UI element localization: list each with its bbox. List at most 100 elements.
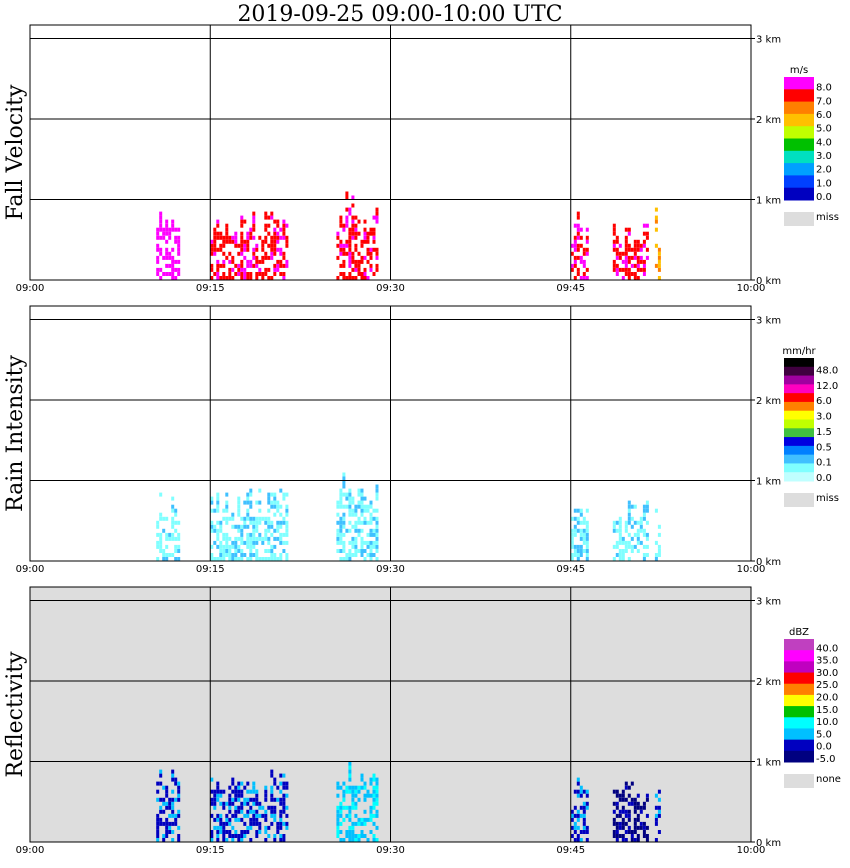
echo-pixel — [342, 781, 346, 786]
echo-pixel — [345, 215, 349, 220]
echo-pixel — [222, 239, 226, 244]
echo-pixel — [222, 235, 226, 240]
echo-pixel — [618, 516, 622, 521]
echo-pixel — [624, 235, 628, 240]
echo-pixel — [582, 247, 586, 252]
echo-pixel — [267, 267, 271, 272]
echo-pixel — [357, 500, 361, 505]
echo-pixel — [240, 536, 244, 541]
echo-pixel — [171, 219, 175, 224]
echo-pixel — [357, 516, 361, 521]
echo-pixel — [255, 809, 259, 814]
echo-pixel — [285, 504, 289, 509]
echo-pixel — [363, 496, 367, 501]
echo-pixel — [219, 549, 223, 553]
echo-pixel — [282, 496, 286, 501]
echo-pixel — [225, 500, 229, 505]
plot-frame — [29, 305, 752, 562]
echo-pixel — [273, 496, 277, 501]
echo-pixel — [159, 276, 163, 280]
echo-pixel — [282, 797, 286, 802]
echo-pixel — [612, 524, 616, 529]
echo-pixel — [345, 191, 349, 196]
echo-pixel — [264, 255, 268, 260]
echo-pixel — [159, 805, 163, 810]
echo-pixel — [171, 789, 175, 794]
echo-pixel — [339, 549, 343, 553]
echo-pixel — [243, 553, 247, 557]
echo-pixel — [159, 215, 163, 220]
echo-pixel — [657, 789, 661, 794]
echo-pixel — [630, 544, 634, 549]
echo-pixel — [372, 215, 376, 220]
colorbar-swatch — [784, 717, 814, 729]
echo-pixel — [219, 825, 223, 830]
echo-pixel — [210, 267, 214, 272]
echo-pixel — [171, 508, 175, 513]
echo-pixel — [279, 773, 283, 778]
x-tick-label: 09:30 — [376, 564, 405, 575]
echo-pixel — [234, 243, 238, 248]
echo-pixel — [264, 813, 268, 818]
echo-pixel — [348, 211, 352, 216]
echo-pixel — [213, 801, 217, 806]
echo-pixel — [357, 219, 361, 224]
echo-pixel — [366, 276, 370, 280]
y-tick-label: 3 km — [756, 597, 781, 608]
echo-pixel — [585, 553, 589, 557]
echo-pixel — [375, 251, 379, 256]
echo-pixel — [252, 263, 256, 268]
echo-pixel — [642, 259, 646, 264]
echo-pixel — [177, 239, 181, 244]
echo-pixel — [246, 801, 250, 806]
echo-pixel — [615, 272, 619, 276]
colorbar-swatch — [784, 410, 814, 420]
echo-pixel — [618, 255, 622, 260]
echo-pixel — [654, 508, 658, 513]
echo-pixel — [237, 834, 241, 838]
echo-pixel — [168, 825, 172, 830]
echo-pixel — [174, 817, 178, 822]
echo-pixel — [255, 793, 259, 798]
echo-pixel — [219, 813, 223, 818]
echo-pixel — [372, 247, 376, 252]
echo-pixel — [231, 834, 235, 838]
echo-pixel — [225, 830, 229, 834]
echo-pixel — [624, 239, 628, 244]
colorbar-swatch — [784, 672, 814, 685]
echo-pixel — [339, 496, 343, 501]
echo-pixel — [225, 813, 229, 818]
echo-pixel — [264, 239, 268, 244]
echo-pixel — [231, 801, 235, 806]
echo-pixel — [645, 813, 649, 818]
echo-pixel — [270, 243, 274, 248]
echo-pixel — [219, 243, 223, 248]
echo-pixel — [363, 785, 367, 790]
echo-pixel — [342, 476, 346, 481]
colorbar-swatch — [784, 163, 814, 176]
echo-pixel — [615, 540, 619, 545]
echo-pixel — [342, 805, 346, 810]
echo-pixel — [579, 512, 583, 517]
echo-pixel — [276, 524, 280, 529]
echo-pixel — [249, 235, 253, 240]
echo-pixel — [228, 821, 232, 826]
echo-pixel — [228, 549, 232, 553]
echo-pixel — [585, 524, 589, 529]
echo-pixel — [210, 508, 214, 513]
echo-pixel — [369, 557, 373, 561]
echo-pixel — [348, 272, 352, 276]
echo-pixel — [249, 544, 253, 549]
echo-pixel — [234, 789, 238, 794]
echo-pixel — [372, 805, 376, 810]
echo-pixel — [213, 247, 217, 252]
echo-pixel — [348, 773, 352, 778]
echo-pixel — [621, 549, 625, 553]
echo-pixel — [576, 825, 580, 830]
echo-pixel — [348, 769, 352, 774]
echo-pixel — [342, 557, 346, 561]
echo-pixel — [210, 251, 214, 256]
echo-pixel — [360, 276, 364, 280]
echo-pixel — [165, 516, 169, 521]
echo-pixel — [624, 524, 628, 529]
